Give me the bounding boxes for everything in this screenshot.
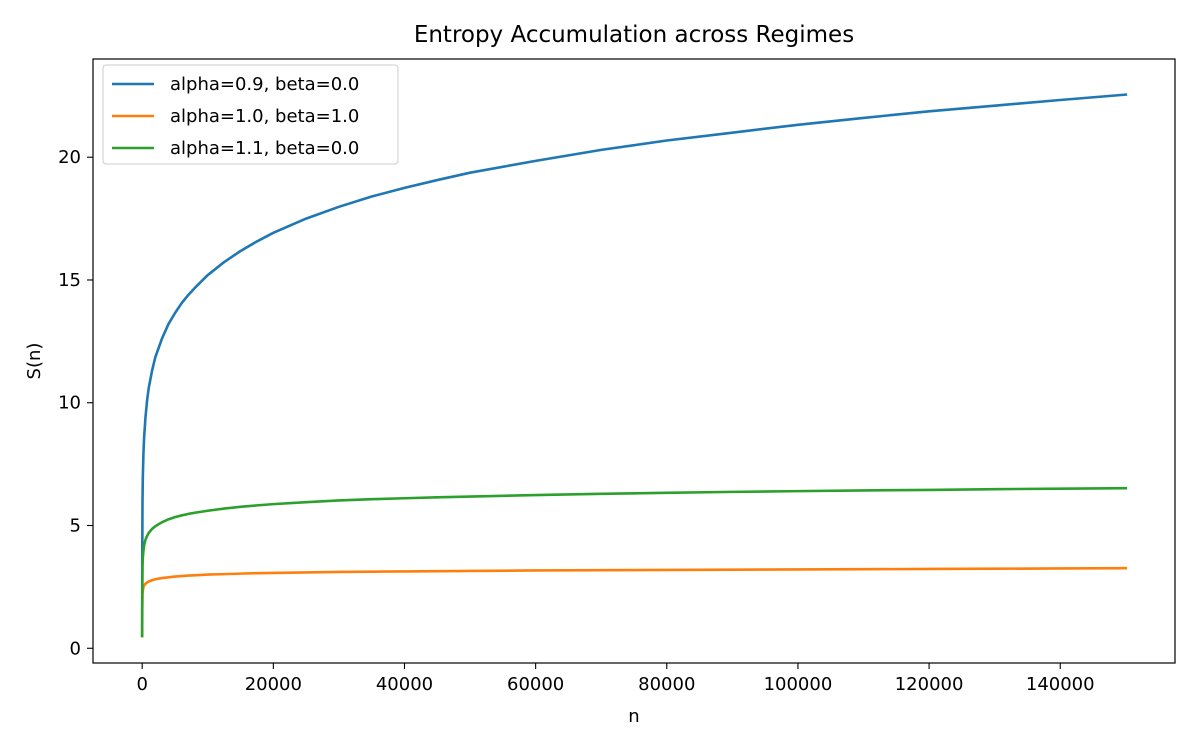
y-tick-label: 5 <box>70 516 81 537</box>
series-line-3 <box>140 486 1128 638</box>
x-tick-label: 80000 <box>638 674 695 695</box>
series-layer <box>140 93 1128 638</box>
y-axis: 0 5 10 15 20 <box>58 147 93 659</box>
x-axis: 0 20000 40000 60000 80000 100000 120000 140000 <box>136 663 1095 695</box>
legend-label-1: alpha=0.9, beta=0.0 <box>170 74 359 95</box>
x-tick-label: 0 <box>136 674 147 695</box>
x-tick-label: 60000 <box>507 674 564 695</box>
chart-title: Entropy Accumulation across Regimes <box>414 22 854 48</box>
series-line-1 <box>140 93 1128 638</box>
x-tick-label: 120000 <box>895 674 964 695</box>
legend-label-3: alpha=1.1, beta=0.0 <box>170 138 359 159</box>
x-tick-label: 20000 <box>245 674 302 695</box>
y-tick-label: 15 <box>58 270 81 291</box>
y-tick-label: 0 <box>70 638 81 659</box>
x-axis-label: n <box>628 706 639 727</box>
legend-frame <box>102 64 399 165</box>
x-tick-label: 40000 <box>376 674 433 695</box>
legend-label-2: alpha=1.0, beta=1.0 <box>170 106 359 127</box>
y-axis-label: S(n) <box>24 343 45 380</box>
x-tick-label: 100000 <box>764 674 833 695</box>
x-tick-label: 140000 <box>1026 674 1095 695</box>
plot-frame <box>92 58 1176 664</box>
y-tick-label: 10 <box>58 393 81 414</box>
series-line-2 <box>140 566 1128 638</box>
legend: alpha=0.9, beta=0.0 alpha=1.0, beta=1.0 al… <box>102 64 399 165</box>
y-tick-label: 20 <box>58 147 81 168</box>
